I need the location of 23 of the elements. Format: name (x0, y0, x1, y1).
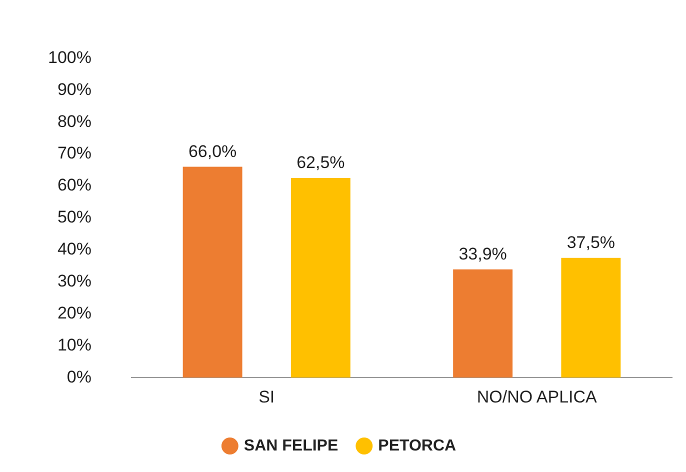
bar (290, 178, 350, 378)
y-tick-label: 100% (48, 48, 92, 67)
legend-label: PETORCA (378, 437, 457, 454)
y-tick-label: 30% (57, 271, 92, 290)
y-tick-label: 70% (57, 144, 92, 163)
bar (561, 258, 621, 378)
bar (182, 166, 242, 378)
bar (453, 269, 513, 378)
x-tick-label: SI (258, 387, 275, 406)
data-label: 66,0% (188, 142, 237, 161)
y-tick-label: 0% (66, 367, 92, 386)
x-tick-label: NO/NO APLICA (476, 387, 598, 406)
y-tick-label: 20% (57, 303, 92, 322)
y-tick-label: 10% (57, 335, 92, 354)
legend-label: SAN FELIPE (244, 437, 338, 454)
data-label: 37,5% (566, 233, 616, 252)
data-label: 62,5% (296, 153, 345, 172)
y-tick-label: 80% (57, 112, 92, 131)
y-tick-label: 60% (57, 176, 92, 195)
y-tick-label: 50% (57, 208, 92, 227)
y-tick-label: 90% (57, 80, 92, 99)
data-label: 33,9% (458, 244, 507, 264)
y-tick-label: 40% (57, 240, 92, 259)
